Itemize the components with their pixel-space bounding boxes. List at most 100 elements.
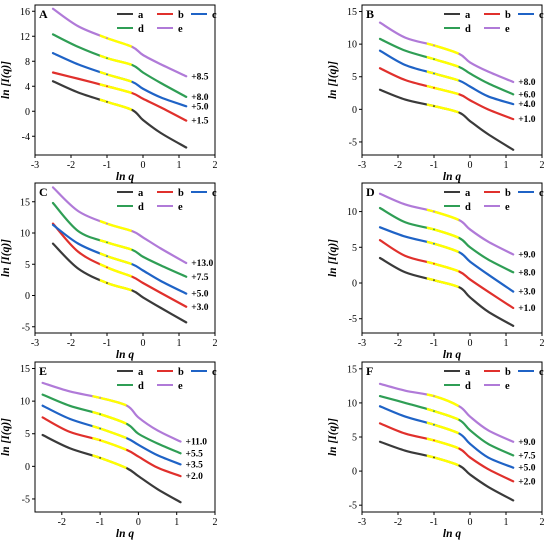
legend-item-b: b xyxy=(484,367,511,378)
x-tick-label: 0 xyxy=(468,517,473,528)
data-point-a xyxy=(512,148,515,151)
y-tick-label: 10 xyxy=(20,229,30,240)
data-point-e xyxy=(68,390,71,393)
data-point-c xyxy=(487,95,489,98)
data-point-b xyxy=(512,307,515,309)
data-point-b xyxy=(77,250,80,253)
data-point-d xyxy=(433,58,435,61)
x-tick-label: 2 xyxy=(540,338,545,349)
data-point-c xyxy=(379,226,381,229)
data-point-c xyxy=(41,404,44,407)
x-tick-label: 0 xyxy=(468,338,473,349)
y-tick-label: 5 xyxy=(25,260,30,271)
legend-item-c: c xyxy=(191,188,217,199)
legend-label: b xyxy=(505,188,511,199)
y-tick-label: 0 xyxy=(25,462,30,473)
data-point-a xyxy=(379,88,381,91)
data-point-c xyxy=(458,251,461,254)
legend-item-b: b xyxy=(157,188,184,199)
x-tick-label: -3 xyxy=(31,160,39,171)
series-line-b xyxy=(378,239,515,310)
x-tick-label: -1 xyxy=(430,338,438,349)
offset-label-e: +8.0 xyxy=(518,78,536,88)
data-point-d xyxy=(379,38,381,40)
legend-label: c xyxy=(212,188,217,199)
data-point-a xyxy=(379,440,381,443)
y-tick-label: -5 xyxy=(349,137,357,148)
data-point-e xyxy=(379,21,381,24)
series-line-d xyxy=(378,206,515,274)
legend-label: a xyxy=(138,10,144,21)
x-tick-label: 0 xyxy=(136,517,141,528)
legend-item-c: c xyxy=(191,10,217,21)
y-tick-label: 4 xyxy=(25,82,30,93)
data-point-b xyxy=(142,97,144,100)
data-point-b xyxy=(487,290,489,293)
panel-d: -3 -2 -1 0 1 2 -5 0 5 10 ln q ln [I(q)] D a b c d e +9.0 +8… xyxy=(327,182,545,361)
data-point-e xyxy=(156,429,159,432)
data-point-b xyxy=(458,447,461,450)
data-point-b xyxy=(106,266,108,269)
data-point-b xyxy=(379,239,381,242)
data-point-c xyxy=(458,79,461,82)
data-point-a xyxy=(487,133,489,136)
legend-label: c xyxy=(212,10,217,21)
data-point-a xyxy=(433,456,435,459)
offset-label-c: +3.5 xyxy=(186,460,204,470)
data-point-e xyxy=(185,75,188,78)
data-point-d xyxy=(68,404,71,407)
data-point-c xyxy=(52,52,54,55)
data-point-e xyxy=(458,219,461,222)
data-point-e xyxy=(404,389,407,392)
y-tick-label: 16 xyxy=(20,7,30,18)
x-tick-label: 2 xyxy=(540,517,545,528)
data-point-e xyxy=(179,440,182,443)
data-point-e xyxy=(487,429,489,432)
data-point-c xyxy=(404,415,407,418)
data-point-c xyxy=(404,235,407,238)
data-point-a xyxy=(185,321,188,324)
data-point-c xyxy=(179,463,182,466)
data-point-a xyxy=(512,324,515,327)
y-tick-label: 10 xyxy=(20,397,30,408)
series-line-b xyxy=(51,71,188,122)
legend-label: c xyxy=(212,367,217,378)
offset-label-c: +3.0 xyxy=(518,288,536,298)
data-point-e xyxy=(512,440,515,443)
legend-item-a: a xyxy=(117,10,144,21)
data-point-a xyxy=(469,120,471,122)
data-point-e xyxy=(487,70,489,73)
data-point-a xyxy=(404,449,407,452)
x-tick-label: 2 xyxy=(213,338,218,349)
y-tick-label: 15 xyxy=(347,7,357,18)
data-point-d xyxy=(458,419,461,421)
data-point-d xyxy=(77,230,80,233)
data-point-c xyxy=(160,280,162,283)
data-point-e xyxy=(458,53,461,55)
data-point-a xyxy=(77,91,80,94)
data-point-a xyxy=(433,279,435,282)
legend-item-b: b xyxy=(484,188,511,199)
data-point-c xyxy=(379,49,381,52)
legend-label: e xyxy=(505,24,510,35)
x-tick-label: -3 xyxy=(358,517,366,528)
x-tick-label: -2 xyxy=(394,338,402,349)
panel-letter: E xyxy=(39,364,47,378)
data-point-a xyxy=(41,434,44,436)
data-point-c xyxy=(512,103,515,106)
data-point-c xyxy=(404,64,407,66)
data-point-e xyxy=(142,54,144,56)
series-line-a xyxy=(51,80,188,149)
data-point-e xyxy=(433,395,435,397)
data-point-d xyxy=(106,57,108,60)
data-point-b xyxy=(160,106,162,109)
x-tick-label: 1 xyxy=(177,160,182,171)
data-point-c xyxy=(185,292,188,295)
series-line-c xyxy=(41,404,182,466)
data-point-b xyxy=(41,416,44,419)
data-point-c xyxy=(137,443,140,446)
data-point-d xyxy=(142,255,144,258)
x-tick-label: -2 xyxy=(67,338,75,349)
data-point-d xyxy=(160,264,162,267)
data-point-a xyxy=(458,111,461,114)
